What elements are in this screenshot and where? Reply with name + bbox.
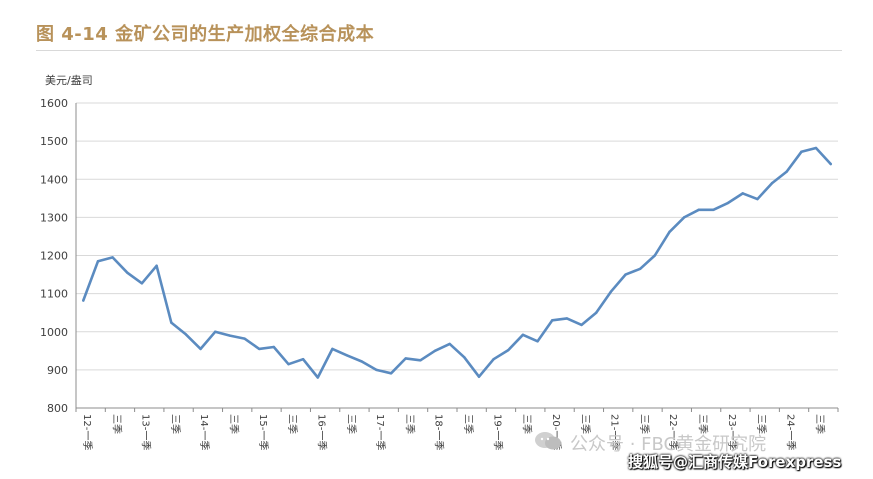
data-point: [214, 330, 217, 333]
data-point: [653, 254, 657, 257]
data-point: [331, 347, 334, 351]
data-point: [111, 256, 114, 259]
data-point: [697, 208, 700, 211]
data-point: [170, 321, 173, 324]
x-tick-label: 三季: [462, 414, 474, 434]
data-point: [595, 311, 598, 314]
data-point: [741, 192, 744, 195]
data-point: [800, 150, 803, 153]
wechat-icon: [535, 432, 561, 450]
y-tick-label: 1100: [40, 288, 68, 301]
x-tick-label: 15-一季: [257, 414, 269, 450]
x-tick-label: 三季: [638, 414, 650, 434]
data-point: [624, 273, 627, 276]
data-point: [580, 323, 583, 327]
data-point: [82, 299, 85, 302]
data-point: [404, 357, 407, 360]
data-point: [712, 208, 715, 211]
chart-title: 图 4-14 金矿公司的生产加权全综合成本: [36, 24, 375, 45]
x-tick-label: 三季: [579, 414, 591, 434]
data-point: [609, 290, 613, 293]
y-tick-label: 1400: [40, 173, 68, 186]
x-tick-label: 14-一季: [198, 414, 210, 450]
x-tick-label: 三季: [696, 414, 708, 434]
data-point: [287, 362, 290, 366]
data-point: [565, 317, 569, 320]
title-divider: [36, 50, 842, 51]
x-tick-label: 三季: [345, 414, 357, 434]
data-point: [140, 282, 144, 285]
data-point: [272, 345, 276, 349]
data-point: [360, 360, 363, 363]
y-tick-label: 1200: [40, 250, 68, 263]
data-point: [199, 347, 202, 351]
data-point: [301, 358, 305, 361]
data-point: [668, 230, 671, 234]
watermark-source: 搜狐号@汇商传媒Forexpress: [628, 453, 842, 471]
x-tick-label: 18-一季: [433, 414, 445, 450]
y-tick-label: 1600: [40, 97, 68, 110]
y-tick-label: 800: [47, 402, 68, 415]
y-tick-label: 1000: [40, 326, 68, 339]
data-point: [448, 342, 451, 346]
data-point: [521, 333, 525, 336]
y-tick-label: 1300: [40, 211, 68, 224]
data-point: [726, 201, 730, 205]
x-tick-label: 三季: [286, 414, 298, 434]
x-tick-label: 13-一季: [140, 414, 152, 450]
x-tick-label: 22-一季: [667, 414, 679, 450]
x-tick-label: 23-一季: [726, 414, 738, 450]
x-tick-label: 17-一季: [374, 414, 386, 450]
x-tick-label: 16-一季: [315, 414, 327, 450]
data-point: [96, 260, 100, 263]
data-point: [316, 376, 319, 379]
data-point: [536, 340, 539, 343]
data-point: [463, 356, 466, 359]
x-tick-label: 三季: [169, 414, 181, 434]
series-line: [82, 146, 833, 379]
watermark-account: 公众号 · FBC黄金研究院: [570, 434, 767, 455]
x-tick-label: 三季: [228, 414, 240, 434]
x-tick-label: 24-一季: [784, 414, 796, 450]
data-point: [829, 162, 832, 166]
x-tick-label: 三季: [110, 414, 122, 434]
data-point: [814, 146, 818, 150]
data-point: [785, 170, 788, 173]
y-axis-unit-label: 美元/盎司: [45, 73, 93, 87]
data-point: [770, 181, 774, 185]
data-point: [492, 358, 495, 361]
data-point: [551, 319, 554, 322]
data-point: [389, 372, 393, 375]
data-point: [477, 375, 481, 378]
data-point: [756, 197, 759, 201]
y-tick-label: 1500: [40, 135, 68, 148]
y-tick-label: 900: [47, 364, 68, 377]
x-tick-label: 19-一季: [491, 414, 503, 450]
x-tick-label: 12-一季: [81, 414, 93, 450]
data-point: [228, 334, 232, 337]
data-point: [345, 354, 349, 357]
data-point: [507, 348, 510, 352]
x-tick-label: 三季: [521, 414, 533, 434]
x-tick-label: 21-一季: [609, 414, 621, 450]
data-point: [638, 267, 642, 271]
data-point: [433, 349, 437, 353]
data-point: [243, 337, 246, 340]
data-point: [155, 264, 158, 267]
data-point: [257, 347, 261, 351]
x-tick-label: 三季: [755, 414, 767, 434]
data-point: [126, 271, 129, 274]
x-tick-label: 三季: [403, 414, 415, 434]
data-point: [375, 368, 378, 372]
data-point: [419, 359, 422, 362]
data-point: [184, 333, 188, 336]
data-point: [682, 216, 686, 219]
x-tick-label: 三季: [814, 414, 826, 434]
